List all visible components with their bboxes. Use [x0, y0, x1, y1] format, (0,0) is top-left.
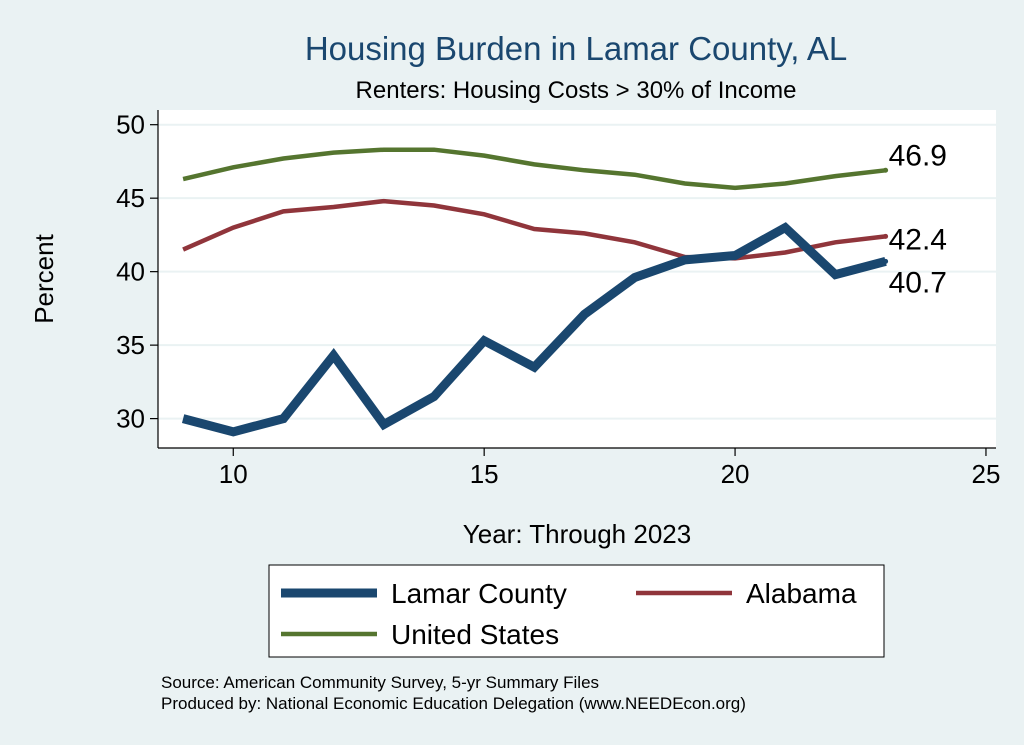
series-end-point-united-states: [883, 167, 889, 173]
y-axis-title: Percent: [29, 233, 59, 323]
x-tick-label-10: 10: [219, 459, 248, 489]
y-tick-label-30: 30: [116, 404, 145, 434]
axes: 30 35 40 45 50 10 15 20 25: [116, 110, 1000, 489]
end-labels: 40.7 42.4 46.9: [889, 139, 947, 299]
legend-box: [268, 564, 885, 658]
x-tick-label-20: 20: [721, 459, 750, 489]
x-tick-label-25: 25: [972, 459, 1001, 489]
chart-title: Housing Burden in Lamar County, AL: [305, 30, 847, 67]
y-tick-label-50: 50: [116, 110, 145, 140]
source-note: Source: American Community Survey, 5-yr …: [161, 673, 599, 692]
end-label-united-states: 46.9: [889, 139, 947, 172]
end-label-lamar-county: 40.7: [889, 266, 947, 299]
series-end-point-lamar-county: [883, 258, 889, 264]
legend-label-alabama: Alabama: [746, 578, 857, 609]
y-tick-label-35: 35: [116, 330, 145, 360]
series-line-united-states: [182, 147, 886, 191]
x-tick-label-15: 15: [470, 459, 499, 489]
legend-label-lamar: Lamar County: [391, 578, 567, 609]
y-tick-label-45: 45: [116, 183, 145, 213]
legend: Lamar County Alabama United States: [268, 564, 885, 658]
produced-note: Produced by: National Economic Education…: [161, 694, 746, 713]
legend-label-us: United States: [391, 619, 559, 650]
x-axis-title: Year: Through 2023: [463, 519, 691, 549]
series-end-point-alabama: [883, 233, 889, 239]
plot-area: [158, 110, 996, 448]
end-label-alabama: 42.4: [889, 223, 947, 256]
series-line-lamar-county: [181, 222, 887, 437]
chart-subtitle: Renters: Housing Costs > 30% of Income: [356, 77, 797, 104]
series-lines: [181, 147, 889, 437]
y-tick-label-40: 40: [116, 257, 145, 287]
series-line-alabama: [182, 198, 886, 261]
